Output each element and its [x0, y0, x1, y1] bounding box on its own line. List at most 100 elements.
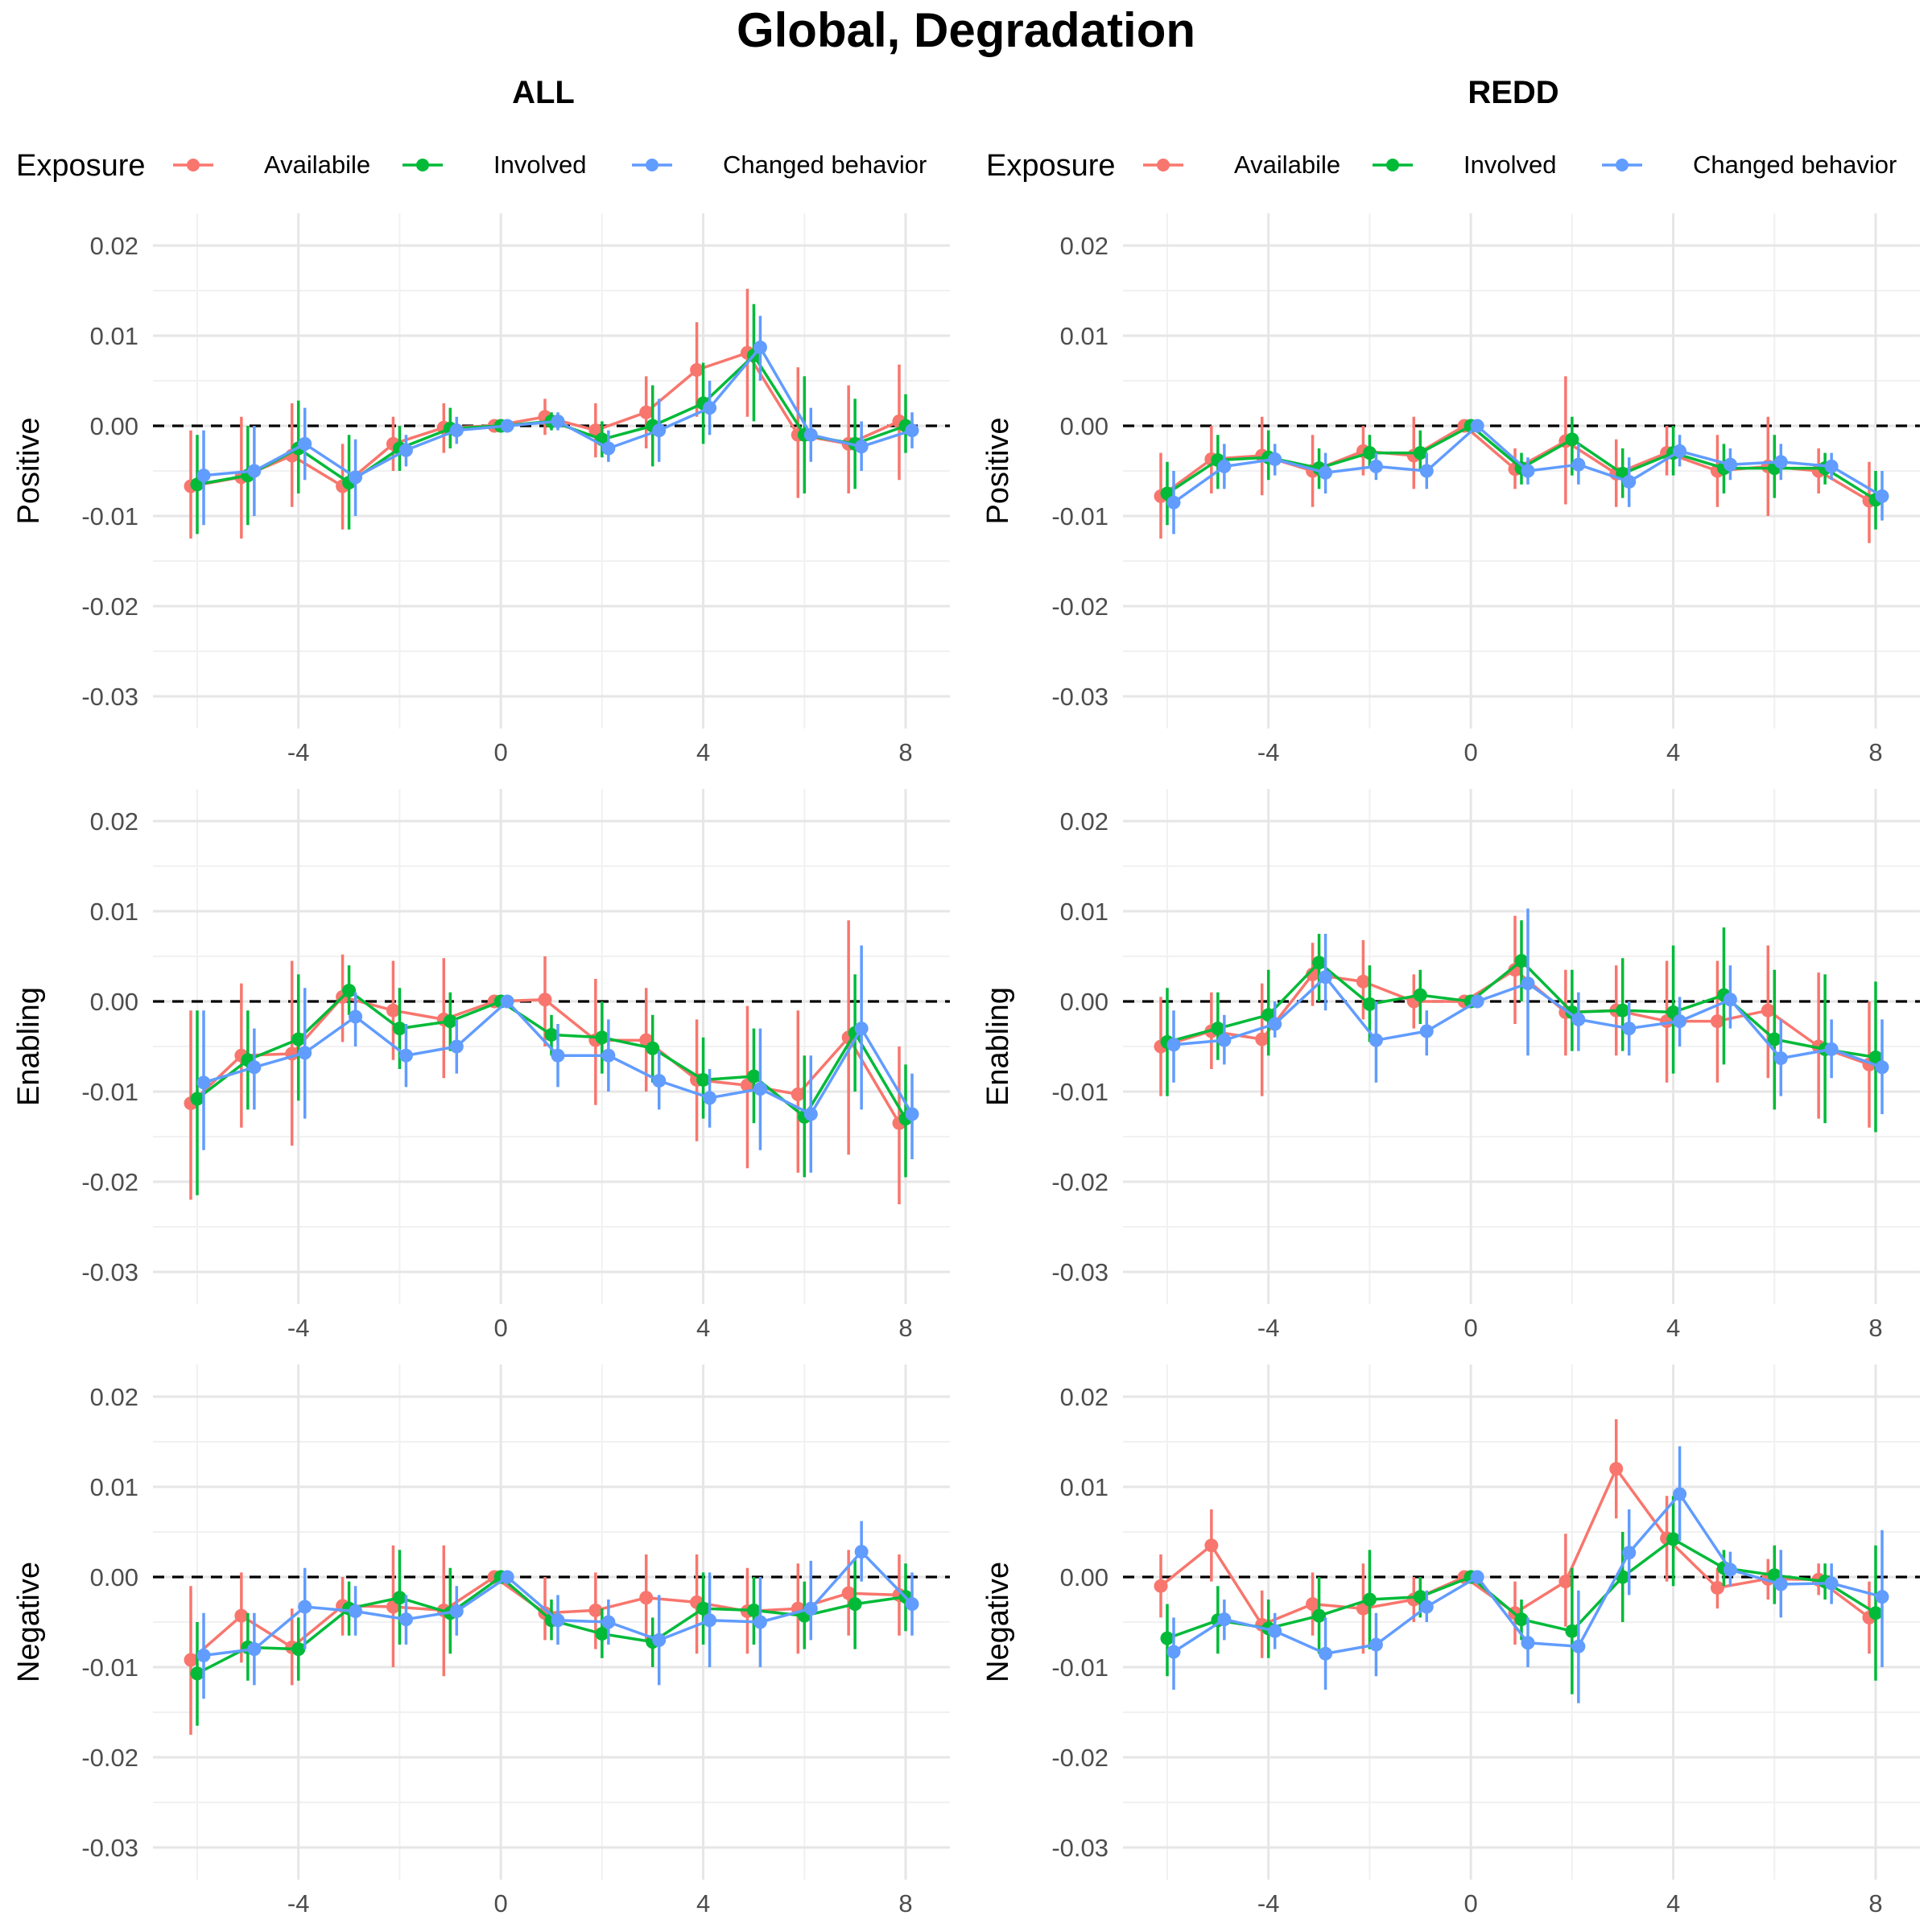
data-point — [1204, 1538, 1219, 1553]
data-point — [1622, 1022, 1637, 1036]
y-tick-label: 0.00 — [90, 1563, 138, 1591]
x-tick-label: 8 — [1868, 1889, 1882, 1918]
data-point — [551, 414, 565, 428]
panel-all-negative: 0.02 0.01 0.00 -0.01 -0.02 -0.03 -4 0 4 8 — [81, 1364, 950, 1918]
x-tick-label: 8 — [898, 738, 912, 766]
legend-label: Changed behavior — [1693, 151, 1897, 179]
data-point — [1306, 1597, 1320, 1612]
x-tick-label: 8 — [898, 1889, 912, 1918]
data-point — [1419, 1024, 1434, 1038]
data-point — [652, 1633, 667, 1647]
x-tick-label: 0 — [494, 738, 508, 766]
data-point — [841, 1586, 856, 1600]
data-point — [703, 1091, 717, 1105]
data-point — [1166, 495, 1181, 510]
data-point — [538, 993, 552, 1007]
y-tick-label: -0.03 — [81, 1834, 138, 1862]
y-tick-label: 0.00 — [90, 988, 138, 1016]
series-changed-behavior — [196, 316, 919, 526]
data-point — [1673, 1487, 1687, 1501]
data-point — [1154, 1579, 1168, 1593]
data-point — [1868, 1606, 1883, 1620]
data-point — [1514, 1612, 1529, 1627]
y-tick-label: 0.02 — [90, 1383, 138, 1411]
data-point — [1571, 1012, 1586, 1026]
data-point — [905, 423, 919, 438]
x-tick-label: -4 — [287, 738, 310, 766]
data-point — [791, 1087, 805, 1101]
x-tick-label: 4 — [1666, 1889, 1680, 1918]
data-point — [1616, 1003, 1630, 1018]
data-point — [639, 1591, 654, 1605]
data-point — [652, 423, 667, 438]
column-header-all: ALL — [512, 75, 575, 110]
data-point — [1767, 1032, 1781, 1046]
x-tick-label: 8 — [1868, 1314, 1882, 1342]
data-point — [1673, 1014, 1687, 1029]
legend-item: Involved — [1373, 151, 1556, 179]
y-tick-label: -0.02 — [81, 592, 138, 621]
y-tick-label: -0.01 — [81, 1653, 138, 1682]
data-point — [1160, 1631, 1174, 1645]
data-point — [1773, 1577, 1788, 1591]
data-point — [1521, 1636, 1535, 1650]
legend-item: Availabile — [173, 151, 370, 179]
data-point — [753, 1082, 767, 1096]
panel-all-positive: 0.02 0.01 0.00 -0.01 -0.02 -0.03 -4 0 4 8 — [81, 213, 950, 766]
data-point — [1356, 974, 1370, 989]
x-tick-label: -4 — [1257, 1889, 1280, 1918]
data-point — [1558, 1575, 1573, 1589]
data-point — [803, 1601, 818, 1616]
data-point — [1824, 1576, 1839, 1591]
data-point — [247, 1642, 262, 1657]
row-label-enabling: Enabling — [981, 987, 1015, 1106]
data-point — [1673, 444, 1687, 458]
data-point — [342, 984, 357, 998]
data-point — [449, 423, 464, 438]
chart-title: Global, Degradation — [737, 3, 1195, 57]
legend-key-point — [1157, 159, 1170, 171]
row-label-negative: Negative — [12, 1562, 46, 1682]
data-point — [753, 341, 767, 355]
data-point — [500, 994, 514, 1009]
data-point — [190, 1092, 204, 1106]
data-point — [1609, 1462, 1624, 1476]
row-label-enabling: Enabling — [12, 987, 46, 1106]
data-point — [1319, 970, 1333, 985]
data-point — [1268, 452, 1282, 466]
data-point — [196, 469, 211, 483]
data-point — [1824, 1042, 1839, 1056]
series-changed-behavior — [196, 945, 919, 1173]
data-point — [398, 1612, 413, 1627]
y-tick-label: -0.03 — [81, 683, 138, 711]
data-point — [1217, 459, 1232, 473]
data-point — [601, 1048, 616, 1063]
series-changed-behavior — [1166, 1446, 1889, 1703]
data-point — [803, 427, 818, 442]
y-tick-label: -0.01 — [1051, 1078, 1108, 1106]
y-tick-label: 0.02 — [1060, 1383, 1108, 1411]
data-point — [690, 363, 704, 378]
y-tick-label: -0.01 — [1051, 1653, 1108, 1682]
series-involved — [1160, 920, 1883, 1133]
data-point — [595, 1627, 609, 1641]
data-point — [1521, 464, 1535, 478]
data-point — [803, 1107, 818, 1121]
data-point — [746, 1603, 761, 1617]
data-point — [1565, 432, 1579, 447]
legend-key-point — [1386, 159, 1399, 171]
legend-item: Involved — [402, 151, 586, 179]
y-tick-label: 0.00 — [1060, 1563, 1108, 1591]
data-point — [588, 1603, 603, 1617]
data-point — [1868, 1050, 1883, 1064]
data-point — [746, 1069, 761, 1084]
data-point — [1514, 954, 1529, 968]
series-changed-behavior — [1166, 908, 1889, 1114]
x-tick-label: -4 — [287, 1314, 310, 1342]
y-tick-label: 0.01 — [1060, 1473, 1108, 1501]
y-tick-label: -0.02 — [1051, 1744, 1108, 1772]
x-tick-label: -4 — [1257, 1314, 1280, 1342]
y-tick-label: 0.00 — [1060, 988, 1108, 1016]
y-tick-label: 0.02 — [90, 807, 138, 836]
data-point — [291, 1032, 306, 1046]
